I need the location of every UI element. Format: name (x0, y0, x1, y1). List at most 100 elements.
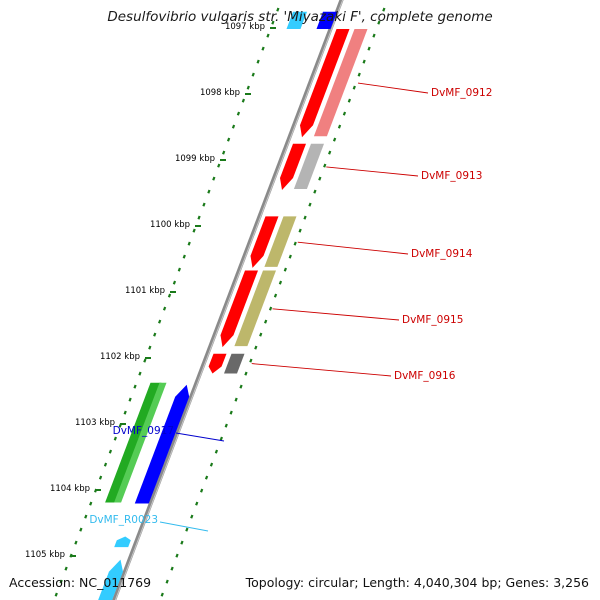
scale-tick-dot (74, 540, 78, 545)
kbp-tick-label: 1100 kbp (150, 220, 190, 230)
scale-tick-dot (217, 163, 221, 168)
scale-tick-dot (54, 592, 58, 597)
dvmf-0914-arrow (250, 216, 279, 268)
scale-tick-dot (382, 7, 386, 12)
scale-tick-dot (165, 579, 169, 584)
kbp-tick-label: 1098 kbp (200, 88, 240, 98)
genome-backbone-highlight (114, 0, 344, 600)
scale-tick-dot (249, 358, 253, 363)
scale-tick-dot (231, 124, 236, 129)
scale-tick-dot (200, 488, 204, 493)
scale-tick-dot (180, 540, 184, 545)
partial-gene-arrow (98, 559, 123, 600)
scale-tick-dot (59, 579, 63, 584)
scale-tick-dot (160, 592, 164, 597)
scale-tick-dot (177, 267, 181, 272)
dvmf-0917-leader-line (175, 432, 225, 442)
scale-tick-dot (113, 436, 117, 441)
dvmf-0913-label: DvMF_0913 (421, 170, 482, 182)
scale-tick-dot (318, 176, 322, 181)
scale-tick-dot (313, 189, 317, 194)
scale-tick-dot (84, 514, 88, 519)
kbp-tick-label: 1104 kbp (50, 484, 90, 494)
dvmf-r0023-label: DvMF_R0023 (89, 514, 158, 526)
accession-text: Accession: NC_011769 (9, 575, 152, 590)
genome-backbone (112, 0, 344, 600)
scale-tick-dot (357, 72, 361, 77)
scale-tick-dot (367, 46, 371, 51)
dvmf-0912-feature-box (313, 29, 368, 137)
scale-tick-dot (273, 293, 278, 298)
scale-tick-dot (202, 202, 206, 207)
dvmf-0914-leader-line (297, 241, 409, 255)
scale-tick-dot (256, 59, 260, 64)
dvmf-0912-arrow (300, 29, 350, 138)
scale-tick-dot (328, 150, 332, 155)
genome-summary-text: Topology: circular; Length: 4,040,304 bp… (245, 575, 589, 590)
dvmf-0917-feature-box (105, 382, 162, 503)
dvmf-0912-label: DvMF_0912 (431, 87, 492, 99)
dvmf-0914-label: DvMF_0914 (411, 248, 473, 260)
scale-tick-dot (148, 345, 152, 350)
scale-tick-dot (195, 501, 199, 506)
kbp-tick-label: 1097 kbp (225, 22, 265, 32)
scale-tick-dot (108, 449, 113, 454)
scale-tick-dot (259, 332, 263, 337)
scale-tick-dot (278, 280, 283, 285)
scale-tick-dot (308, 202, 312, 207)
dvmf-0912-leader-line (357, 82, 429, 94)
scale-tick-dot (236, 111, 241, 116)
kbp-tick-label: 1099 kbp (175, 154, 215, 164)
scale-tick-dot (244, 371, 248, 376)
scale-tick-dot (332, 137, 337, 142)
scale-tick-dot (175, 553, 179, 558)
scale-tick-dot (190, 514, 194, 519)
dvmf-0916-arrow (208, 353, 227, 374)
scale-tick-dot (377, 20, 381, 25)
scale-tick-dot (254, 345, 258, 350)
scale-tick-dot (79, 527, 83, 532)
scale-tick-dot (347, 98, 351, 103)
dvmf-0915-leader-line (272, 308, 400, 321)
dvmf-0915-label: DvMF_0915 (402, 314, 463, 326)
dvmf-0916-feature-box (224, 353, 245, 374)
scale-tick-dot (239, 384, 243, 389)
kbp-tick-label: 1102 kbp (100, 352, 140, 362)
scale-tick-dot (293, 241, 297, 246)
scale-tick-dot (133, 384, 137, 389)
kbp-tick-label: 1101 kbp (125, 286, 165, 296)
scale-tick-dot (172, 280, 177, 285)
scale-tick-dot (187, 241, 191, 246)
scale-tick-dot (266, 33, 270, 38)
scale-tick-dot (283, 267, 287, 272)
dvmf-0913-arrow (280, 143, 306, 190)
scale-tick-dot (128, 397, 132, 402)
scale-tick-dot (197, 215, 201, 220)
kbp-tick-label: 1103 kbp (75, 418, 115, 428)
scale-tick-dot (158, 319, 162, 324)
scale-tick-dot (372, 33, 376, 38)
partial-gene-arrow (316, 11, 337, 30)
scale-tick-dot (209, 462, 214, 467)
scale-tick-dot (207, 189, 211, 194)
dvmf-r0023-arrow (114, 536, 131, 548)
scale-tick-dot (204, 475, 209, 480)
genome-title: Desulfovibrio vulgaris str. 'Miyazaki F'… (107, 9, 493, 25)
scale-tick-dot (337, 124, 342, 129)
scale-tick-dot (167, 293, 172, 298)
scale-tick-dot (219, 436, 223, 441)
scale-tick-dot (264, 319, 268, 324)
scale-tick-dot (323, 163, 327, 168)
scale-tick-dot (192, 228, 196, 233)
scale-tick-dot (214, 449, 219, 454)
scale-tick-dot (170, 566, 174, 571)
scale-tick-dot (98, 475, 103, 480)
dvmf-0914-feature-box (264, 216, 297, 267)
scale-tick-dot (182, 254, 186, 259)
scale-tick-dot (362, 59, 366, 64)
dvmf-0915-feature-box (234, 270, 276, 347)
dvmf-0913-leader-line (326, 166, 419, 177)
scale-tick-dot (251, 72, 255, 77)
scale-tick-dot (288, 254, 292, 259)
